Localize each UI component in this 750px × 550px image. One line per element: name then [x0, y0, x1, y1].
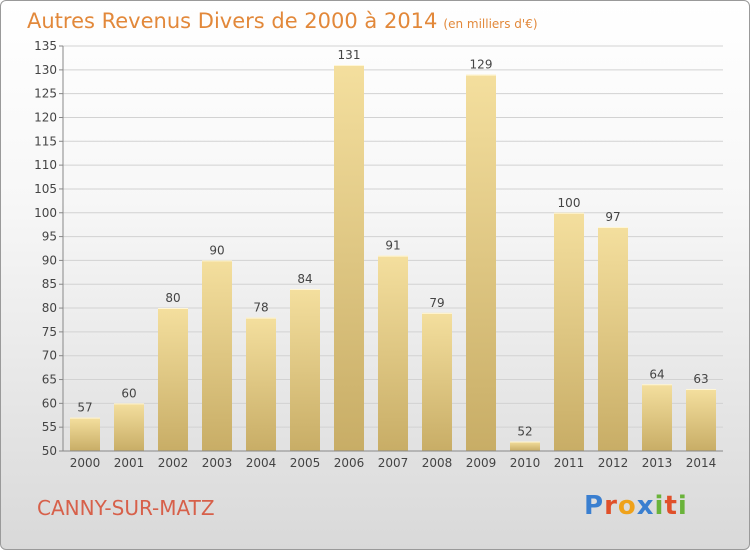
bar	[466, 74, 496, 452]
bar	[378, 255, 408, 451]
y-tick-label: 75	[42, 325, 57, 339]
bar	[422, 312, 452, 451]
data-label: 80	[165, 291, 180, 305]
data-label: 57	[77, 401, 92, 415]
y-tick-label: 55	[42, 420, 57, 434]
y-tick-label: 95	[42, 230, 57, 244]
x-tick-label: 2008	[422, 456, 453, 470]
x-tick-label: 2004	[246, 456, 277, 470]
logo-letter: i	[654, 491, 665, 521]
y-tick-label: 70	[42, 349, 57, 363]
y-tick-label: 120	[34, 110, 57, 124]
data-label: 79	[429, 296, 444, 310]
bar	[290, 289, 320, 451]
bar	[70, 417, 100, 451]
y-tick-label: 115	[34, 134, 57, 148]
bar	[598, 227, 628, 451]
y-tick-label: 60	[42, 396, 57, 410]
proxiti-logo: Proxiti	[584, 491, 688, 521]
y-tick-label: 90	[42, 253, 57, 267]
y-tick-label: 65	[42, 373, 57, 387]
data-label: 78	[253, 301, 268, 315]
bars	[70, 65, 716, 452]
x-tick-label: 2001	[114, 456, 145, 470]
x-tick-label: 2013	[642, 456, 673, 470]
y-tick-label: 50	[42, 444, 57, 458]
data-label: 129	[470, 58, 493, 72]
x-tick-label: 2000	[70, 456, 101, 470]
x-tick-label: 2009	[466, 456, 497, 470]
y-tick-label: 130	[34, 63, 57, 77]
y-tick-label: 85	[42, 277, 57, 291]
x-tick-label: 2014	[686, 456, 717, 470]
chart-title-text: Autres Revenus Divers de 2000 à 2014	[27, 9, 438, 33]
y-tick-label: 80	[42, 301, 57, 315]
logo-letter: x	[636, 491, 655, 521]
logo-letter: r	[604, 491, 618, 521]
logo-letter: P	[584, 491, 605, 521]
data-label: 84	[297, 272, 312, 286]
y-tick-label: 100	[34, 206, 57, 220]
data-label: 64	[649, 367, 664, 381]
x-tick-label: 2007	[378, 456, 409, 470]
data-label: 100	[558, 196, 581, 210]
data-label: 97	[605, 210, 620, 224]
x-tick-label: 2011	[554, 456, 585, 470]
x-tick-label: 2010	[510, 456, 541, 470]
data-label: 90	[209, 243, 224, 257]
bar	[642, 384, 672, 451]
data-label: 52	[517, 424, 532, 438]
bar	[554, 212, 584, 451]
bar	[334, 65, 364, 451]
y-tick-label: 135	[34, 39, 57, 53]
x-tick-label: 2005	[290, 456, 321, 470]
bar	[510, 441, 540, 451]
bar	[202, 260, 232, 451]
chart-title: Autres Revenus Divers de 2000 à 2014 (en …	[27, 9, 538, 33]
x-tick-label: 2003	[202, 456, 233, 470]
bar	[114, 403, 144, 451]
x-tick-label: 2012	[598, 456, 629, 470]
data-labels: 57 60 80 90 78 84 131 91 79 129 52 100 97 64 63	[77, 48, 708, 438]
y-tick-label: 125	[34, 87, 57, 101]
y-tick-label: 110	[34, 158, 57, 172]
data-label: 91	[385, 239, 400, 253]
x-axis: 2000 2001 2002 2003 2004 2005 2006 2007 2008 2009…	[63, 450, 723, 470]
bar	[686, 389, 716, 451]
logo-letter: t	[664, 491, 678, 521]
data-label: 131	[338, 48, 361, 62]
logo-letter: o	[617, 491, 637, 521]
data-label: 60	[121, 386, 136, 400]
x-tick-label: 2002	[158, 456, 189, 470]
logo-letter: i	[677, 491, 688, 521]
y-tick-label: 105	[34, 182, 57, 196]
data-label: 63	[693, 372, 708, 386]
chart-subtitle: (en milliers d'€)	[443, 17, 538, 31]
bar	[158, 308, 188, 451]
y-axis: 50 55 60 65 70 75 80 85 90 95 100 105 110 115 120 125 13…	[34, 39, 64, 458]
x-tick-label: 2006	[334, 456, 365, 470]
town-name: CANNY-SUR-MATZ	[37, 496, 215, 520]
bar	[246, 317, 276, 451]
